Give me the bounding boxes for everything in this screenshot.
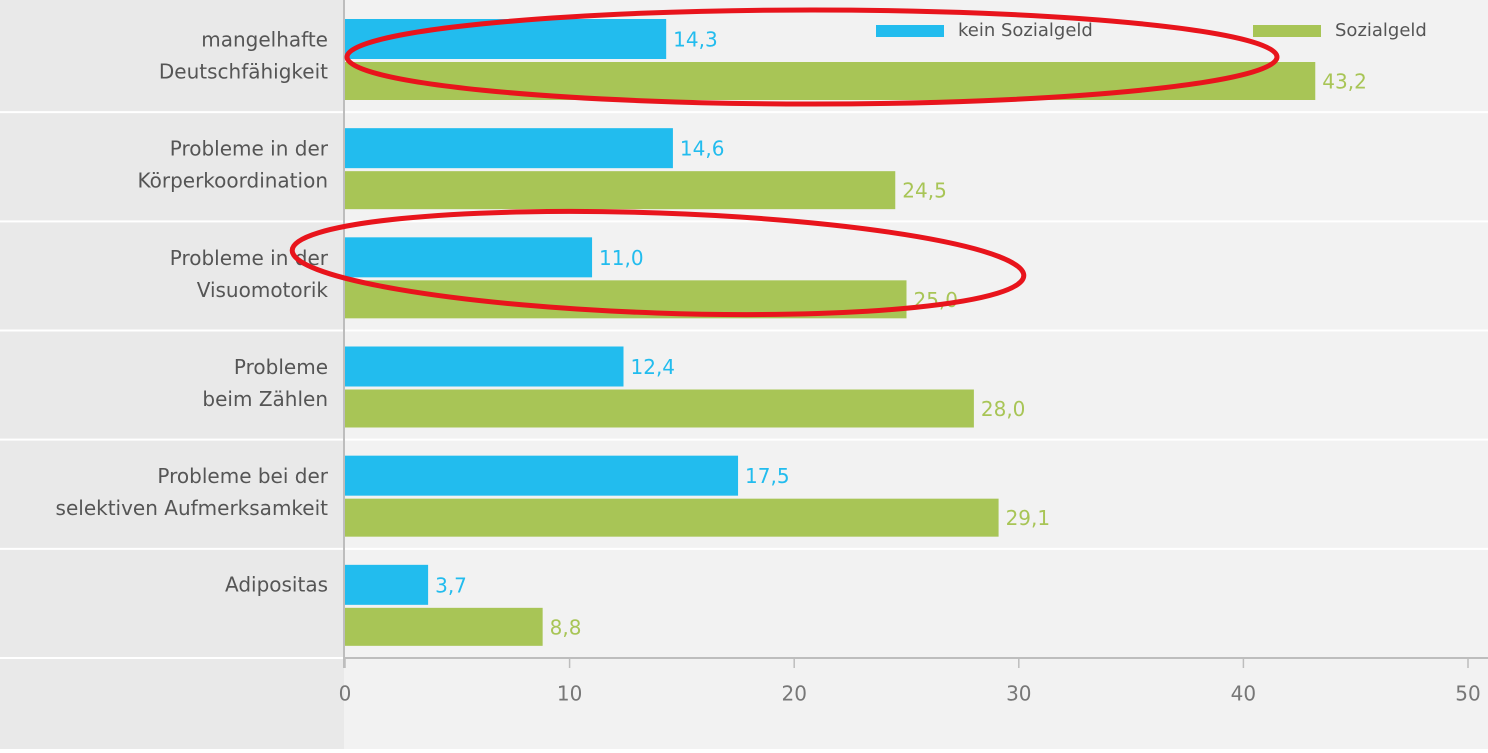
bar xyxy=(345,19,667,59)
bar xyxy=(345,564,429,605)
highlight-ellipse xyxy=(344,7,1280,107)
bar xyxy=(345,171,896,210)
x-tick-label: 50 xyxy=(1455,682,1480,706)
legend-label: Sozialgeld xyxy=(1335,20,1427,41)
value-label: 43,2 xyxy=(1322,70,1367,94)
value-label: 29,1 xyxy=(1006,506,1051,530)
value-label: 11,0 xyxy=(599,246,644,270)
category-label: mangelhafte xyxy=(201,28,328,52)
bar xyxy=(345,128,673,169)
label-column xyxy=(0,0,344,749)
bar xyxy=(345,498,999,537)
category-label: Probleme xyxy=(234,355,328,379)
x-tick-label: 0 xyxy=(339,682,352,706)
x-tick-label: 30 xyxy=(1006,682,1031,706)
value-label: 14,3 xyxy=(673,28,718,52)
value-label: 28,0 xyxy=(981,397,1026,421)
value-label: 14,6 xyxy=(680,137,725,161)
category-label: selektiven Aufmerksamkeit xyxy=(56,496,329,520)
bar xyxy=(345,346,624,387)
category-label: Deutschfähigkeit xyxy=(159,60,328,84)
value-label: 8,8 xyxy=(550,615,582,639)
x-tick-label: 40 xyxy=(1231,682,1256,706)
value-label: 24,5 xyxy=(902,179,947,203)
category-label: Probleme in der xyxy=(170,137,329,161)
value-label: 3,7 xyxy=(435,573,467,597)
legend-swatch xyxy=(1253,25,1321,37)
legend-swatch xyxy=(876,25,944,37)
category-label: Probleme bei der xyxy=(157,464,328,488)
bar xyxy=(345,455,739,496)
category-label: Adipositas xyxy=(225,572,328,596)
value-label: 17,5 xyxy=(745,464,790,488)
bar xyxy=(345,237,593,278)
value-label: 12,4 xyxy=(631,355,676,379)
category-label: beim Zählen xyxy=(202,387,328,411)
highlight-ellipse xyxy=(289,208,1027,318)
category-label: Visuomotorik xyxy=(197,278,329,302)
bar xyxy=(345,389,974,428)
legend-label: kein Sozialgeld xyxy=(958,20,1093,41)
x-tick-label: 10 xyxy=(557,682,582,706)
category-label: Probleme in der xyxy=(170,246,329,270)
category-label: Körperkoordination xyxy=(137,169,328,193)
bar xyxy=(345,607,543,646)
x-tick-label: 20 xyxy=(781,682,806,706)
bar xyxy=(345,62,1316,100)
